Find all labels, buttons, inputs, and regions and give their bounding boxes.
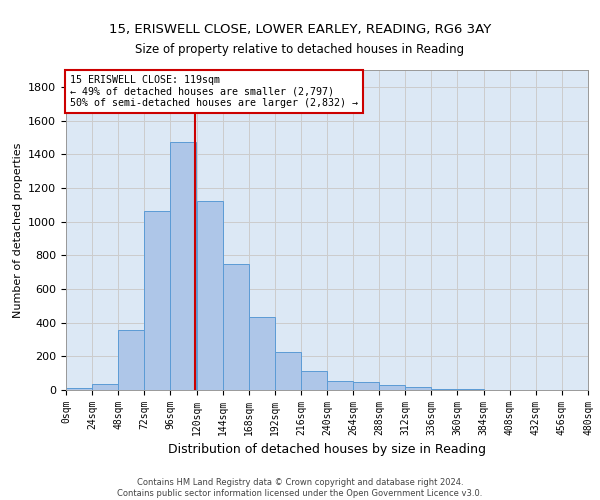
Bar xyxy=(275,352,301,390)
Text: 15, ERISWELL CLOSE, LOWER EARLEY, READING, RG6 3AY: 15, ERISWELL CLOSE, LOWER EARLEY, READIN… xyxy=(109,22,491,36)
Bar xyxy=(66,388,92,390)
Text: Size of property relative to detached houses in Reading: Size of property relative to detached ho… xyxy=(136,42,464,56)
Bar xyxy=(118,330,144,390)
Y-axis label: Number of detached properties: Number of detached properties xyxy=(13,142,23,318)
Bar xyxy=(92,384,118,390)
X-axis label: Distribution of detached houses by size in Reading: Distribution of detached houses by size … xyxy=(168,444,486,456)
Bar xyxy=(353,382,379,390)
Bar xyxy=(170,142,196,390)
Bar xyxy=(223,264,249,390)
Bar xyxy=(327,380,353,390)
Bar xyxy=(431,389,458,390)
Bar xyxy=(457,389,484,390)
Text: 15 ERISWELL CLOSE: 119sqm
← 49% of detached houses are smaller (2,797)
50% of se: 15 ERISWELL CLOSE: 119sqm ← 49% of detac… xyxy=(70,75,358,108)
Bar xyxy=(406,386,431,390)
Bar xyxy=(301,372,327,390)
Bar xyxy=(249,316,275,390)
Bar xyxy=(145,212,170,390)
Bar xyxy=(197,202,223,390)
Bar xyxy=(379,385,406,390)
Text: Contains HM Land Registry data © Crown copyright and database right 2024.
Contai: Contains HM Land Registry data © Crown c… xyxy=(118,478,482,498)
